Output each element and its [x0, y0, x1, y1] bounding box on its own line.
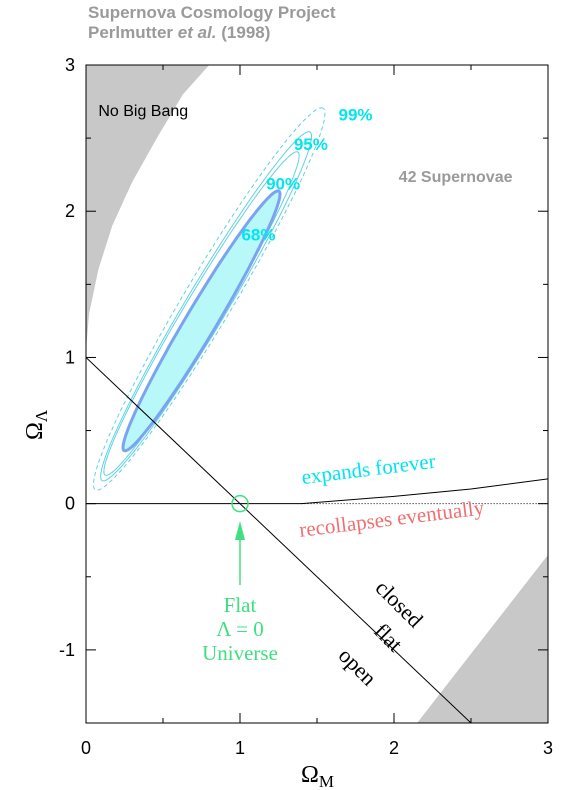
y-tick-label: 3 [65, 55, 75, 75]
confidence-contour-95 [100, 131, 313, 482]
expansion-boundary-line [86, 478, 548, 505]
flat-universe-label-line-1: Flat [224, 593, 257, 617]
contour-label-68: 68% [241, 225, 275, 244]
annotation-open: open [334, 643, 382, 691]
x-axis-label-subscript: M [319, 772, 334, 790]
contour-label-95: 95% [294, 135, 328, 154]
y-tick-label: 1 [65, 347, 75, 367]
flat-universe-marker [231, 494, 249, 513]
contour-label-99: 99% [338, 106, 372, 125]
no-big-bang-region [86, 65, 333, 351]
chart-header-line-1: Supernova Cosmology Project [88, 3, 336, 23]
y-tick-label: 0 [65, 494, 75, 514]
chart-header-etal: et al. [177, 23, 217, 42]
annotation-closed: closed [371, 575, 428, 632]
x-tick-label: 2 [389, 738, 399, 758]
plot-area: 68% 90% 95% 99% No Big Bang 42 Supernovae expa… [86, 65, 548, 723]
confidence-contour-68 [121, 189, 282, 453]
y-axis-label-subscript: Λ [32, 409, 51, 422]
flat-universe-arrow-head [235, 521, 245, 540]
y-tick-label: 2 [65, 201, 75, 221]
y-tick-label: -1 [59, 640, 75, 660]
region-label-42-supernovae: 42 Supernovae [399, 169, 513, 186]
x-tick-label: 3 [543, 738, 553, 758]
y-axis-label: ΩΛ [22, 409, 51, 440]
region-label-no-big-bang: No Big Bang [98, 103, 188, 120]
annotation-expands-forever: expands forever [300, 449, 437, 489]
contour-label-90: 90% [266, 174, 300, 193]
x-tick-label: 0 [81, 738, 91, 758]
chart-header-author: Perlmutter [88, 23, 174, 42]
lower-right-region [417, 554, 548, 723]
confidence-contour-99 [93, 107, 326, 491]
flat-universe-label-line-3: Universe [202, 641, 278, 665]
chart-header-title: Supernova Cosmology Project [88, 3, 336, 22]
chart-header-line-2: Perlmutter et al. (1998) [88, 23, 270, 43]
flat-universe-label-line-2: Λ = 0 [216, 617, 264, 641]
x-axis-label: ΩM [301, 762, 334, 790]
annotation-recollapses-eventually: recollapses eventually [298, 495, 486, 542]
chart-header-year: (1998) [221, 23, 271, 42]
x-tick-label: 1 [235, 738, 245, 758]
